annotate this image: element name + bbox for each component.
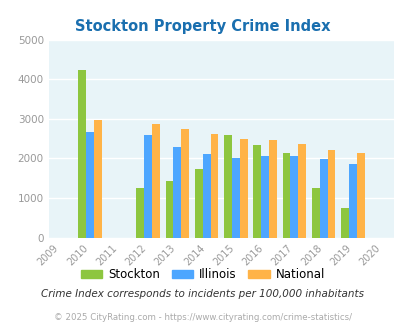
Bar: [181, 129, 189, 238]
Bar: [290, 156, 298, 238]
Bar: [165, 181, 173, 238]
Bar: [327, 150, 335, 238]
Legend: Stockton, Illinois, National: Stockton, Illinois, National: [76, 263, 329, 286]
Bar: [136, 188, 144, 238]
Bar: [94, 120, 101, 238]
Text: Stockton Property Crime Index: Stockton Property Crime Index: [75, 19, 330, 34]
Bar: [260, 156, 269, 238]
Bar: [239, 139, 247, 238]
Bar: [348, 164, 356, 238]
Bar: [85, 132, 94, 238]
Bar: [173, 147, 181, 238]
Bar: [282, 153, 290, 238]
Bar: [194, 170, 202, 238]
Bar: [231, 158, 239, 238]
Bar: [356, 153, 364, 238]
Bar: [340, 208, 348, 238]
Bar: [269, 140, 276, 238]
Bar: [144, 135, 152, 238]
Bar: [253, 145, 260, 238]
Bar: [224, 135, 231, 238]
Bar: [311, 188, 319, 238]
Text: Crime Index corresponds to incidents per 100,000 inhabitants: Crime Index corresponds to incidents per…: [41, 289, 364, 299]
Bar: [78, 70, 85, 238]
Text: © 2025 CityRating.com - https://www.cityrating.com/crime-statistics/: © 2025 CityRating.com - https://www.city…: [54, 313, 351, 322]
Bar: [152, 124, 160, 238]
Bar: [319, 159, 327, 238]
Bar: [298, 144, 305, 238]
Bar: [202, 154, 210, 238]
Bar: [210, 134, 218, 238]
